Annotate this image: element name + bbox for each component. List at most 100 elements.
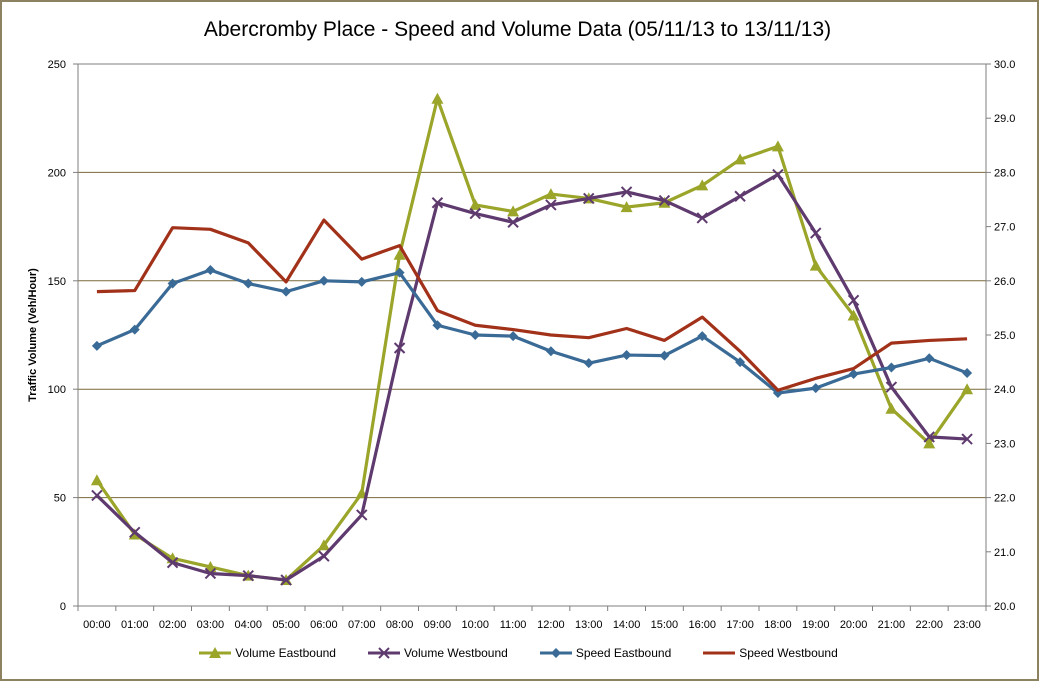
data-point-volume-westbound xyxy=(847,294,860,307)
data-point-volume-westbound xyxy=(961,433,973,445)
data-point-volume-eastbound xyxy=(734,153,747,165)
x-tick-label: 18:00 xyxy=(764,619,792,631)
x-tick-label: 21:00 xyxy=(878,619,906,631)
y2-tick-label: 28.0 xyxy=(994,167,1015,179)
data-point-volume-eastbound xyxy=(809,259,822,271)
data-point-speed-eastbound xyxy=(281,286,292,297)
data-point-volume-eastbound xyxy=(923,437,936,449)
y2-tick-label: 24.0 xyxy=(994,384,1015,396)
x-tick-label: 22:00 xyxy=(915,619,943,631)
y-tick-label: 50 xyxy=(54,493,66,505)
legend-item: Volume Eastbound xyxy=(197,646,336,660)
data-point-speed-eastbound xyxy=(924,353,935,364)
x-tick-label: 17:00 xyxy=(726,619,754,631)
data-point-volume-westbound xyxy=(242,569,254,582)
legend-label: Volume Westbound xyxy=(403,646,508,660)
data-point-speed-eastbound xyxy=(508,331,519,342)
y-tick-label: 100 xyxy=(48,384,66,396)
data-point-speed-eastbound xyxy=(356,276,367,287)
data-point-volume-westbound xyxy=(923,431,935,443)
data-point-volume-westbound xyxy=(810,227,822,239)
data-point-volume-eastbound xyxy=(544,188,557,200)
legend-swatch xyxy=(367,647,400,659)
data-point-speed-eastbound xyxy=(167,278,178,289)
data-point-volume-westbound xyxy=(318,550,330,562)
data-point-speed-eastbound xyxy=(432,320,443,331)
data-point-volume-westbound xyxy=(166,556,179,569)
data-point-speed-eastbound xyxy=(394,267,405,278)
data-point-speed-eastbound xyxy=(318,275,329,286)
y-tick-label: 150 xyxy=(48,276,66,288)
data-point-volume-westbound xyxy=(583,192,595,205)
x-tick-label: 06:00 xyxy=(310,619,338,631)
x-tick-label: 20:00 xyxy=(840,619,868,631)
legend-marker xyxy=(209,647,222,658)
x-tick-label: 07:00 xyxy=(348,619,376,631)
data-point-volume-eastbound xyxy=(90,474,103,486)
data-point-volume-westbound xyxy=(885,381,898,393)
data-point-volume-westbound xyxy=(393,342,406,354)
y2-tick-label: 30.0 xyxy=(994,59,1015,71)
y2-tick-label: 20.0 xyxy=(994,601,1015,613)
legend-marker xyxy=(550,648,561,658)
y-tick-label: 250 xyxy=(48,59,66,71)
x-tick-label: 05:00 xyxy=(272,619,300,631)
x-tick-label: 23:00 xyxy=(953,619,981,631)
legend-marker xyxy=(378,647,390,659)
data-point-volume-westbound xyxy=(129,526,141,538)
data-point-speed-eastbound xyxy=(962,367,973,378)
x-tick-label: 10:00 xyxy=(461,619,489,631)
data-point-volume-westbound xyxy=(772,168,784,181)
data-point-speed-eastbound xyxy=(886,362,897,373)
y2-tick-label: 26.0 xyxy=(994,276,1015,288)
data-point-speed-eastbound xyxy=(735,357,746,368)
data-point-volume-eastbound xyxy=(507,205,520,217)
data-point-volume-westbound xyxy=(91,489,103,502)
chart-legend: Volume Eastbound Volume Westbound Speed Ea… xyxy=(0,646,1035,660)
series-line-volume-westbound xyxy=(95,172,968,582)
x-tick-label: 19:00 xyxy=(802,619,830,631)
x-tick-label: 09:00 xyxy=(424,619,452,631)
data-point-speed-eastbound xyxy=(470,330,481,340)
data-point-volume-eastbound xyxy=(393,248,406,260)
legend-item: Speed Eastbound xyxy=(538,646,671,660)
x-tick-label: 12:00 xyxy=(537,619,565,631)
x-tick-label: 02:00 xyxy=(159,619,187,631)
chart-title: Abercromby Place - Speed and Volume Data… xyxy=(203,18,832,41)
y2-tick-label: 25.0 xyxy=(994,330,1015,342)
data-point-volume-eastbound xyxy=(469,198,482,210)
data-point-speed-eastbound xyxy=(205,264,216,275)
legend-item: Volume Westbound xyxy=(366,646,508,660)
data-point-speed-eastbound xyxy=(848,369,859,380)
data-point-volume-westbound xyxy=(507,216,519,228)
y-axis-title: Traffic Volume (Veh/Hour) xyxy=(27,268,39,402)
data-point-volume-westbound xyxy=(545,199,557,211)
x-tick-label: 11:00 xyxy=(500,619,527,631)
x-tick-label: 01:00 xyxy=(121,619,149,631)
data-point-volume-eastbound xyxy=(847,309,860,321)
x-tick-label: 00:00 xyxy=(83,619,111,631)
data-point-volume-eastbound xyxy=(696,179,709,191)
legend-label: Speed Eastbound xyxy=(575,646,672,660)
legend-label: Speed Westbound xyxy=(739,646,838,660)
data-point-speed-eastbound xyxy=(129,324,140,335)
data-point-speed-eastbound xyxy=(91,340,102,351)
data-point-speed-eastbound xyxy=(583,358,594,369)
x-tick-label: 13:00 xyxy=(575,619,603,631)
data-point-volume-westbound xyxy=(280,574,292,586)
data-point-volume-eastbound xyxy=(431,92,444,104)
data-point-volume-eastbound xyxy=(620,201,633,213)
series-line-volume-eastbound xyxy=(95,97,969,582)
series-line-speed-westbound xyxy=(96,218,968,392)
data-point-volume-eastbound xyxy=(317,539,330,551)
y-tick-label: 200 xyxy=(48,167,66,179)
data-point-volume-westbound xyxy=(469,207,481,220)
plot-area xyxy=(77,63,987,607)
data-point-volume-westbound xyxy=(204,567,217,580)
data-point-speed-eastbound xyxy=(621,350,632,361)
data-point-volume-westbound xyxy=(658,194,671,207)
y2-tick-label: 29.0 xyxy=(994,113,1015,125)
data-point-volume-eastbound xyxy=(771,140,784,152)
